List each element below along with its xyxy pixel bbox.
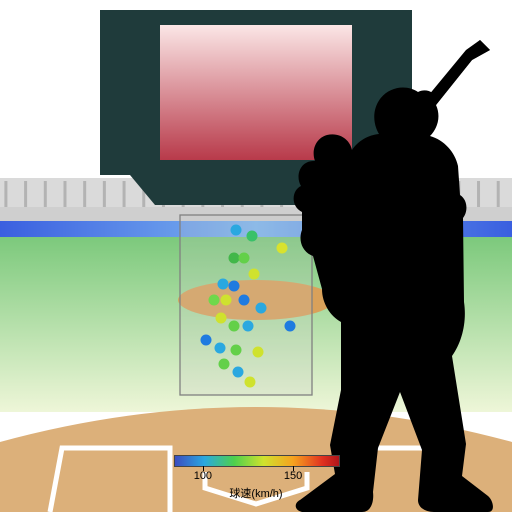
- pitch-point: [285, 321, 296, 332]
- pitch-point: [229, 281, 240, 292]
- pitch-point: [209, 295, 220, 306]
- colorbar: 100150 球速(km/h): [174, 455, 338, 501]
- pitch-point: [277, 243, 288, 254]
- pitch-point: [256, 303, 267, 314]
- pitch-point: [229, 253, 240, 264]
- colorbar-axis-label: 球速(km/h): [174, 485, 338, 501]
- pitch-point: [215, 343, 226, 354]
- colorbar-gradient: 100150: [174, 455, 340, 467]
- pitch-point: [253, 347, 264, 358]
- scene-svg: [0, 0, 512, 512]
- colorbar-tick-label: 100: [194, 470, 212, 482]
- colorbar-tick-label: 150: [284, 470, 302, 482]
- pitch-point: [221, 295, 232, 306]
- pitch-point: [243, 321, 254, 332]
- pitch-point: [201, 335, 212, 346]
- pitch-point: [249, 269, 260, 280]
- pitch-point: [229, 321, 240, 332]
- pitch-point: [233, 367, 244, 378]
- pitch-point: [245, 377, 256, 388]
- pitch-point: [218, 279, 229, 290]
- pitch-point: [239, 295, 250, 306]
- pitch-chart-stage: 100150 球速(km/h): [0, 0, 512, 512]
- pitch-point: [247, 231, 258, 242]
- pitch-point: [231, 225, 242, 236]
- pitch-point: [231, 345, 242, 356]
- pitch-point: [219, 359, 230, 370]
- pitch-point: [239, 253, 250, 264]
- pitch-point: [216, 313, 227, 324]
